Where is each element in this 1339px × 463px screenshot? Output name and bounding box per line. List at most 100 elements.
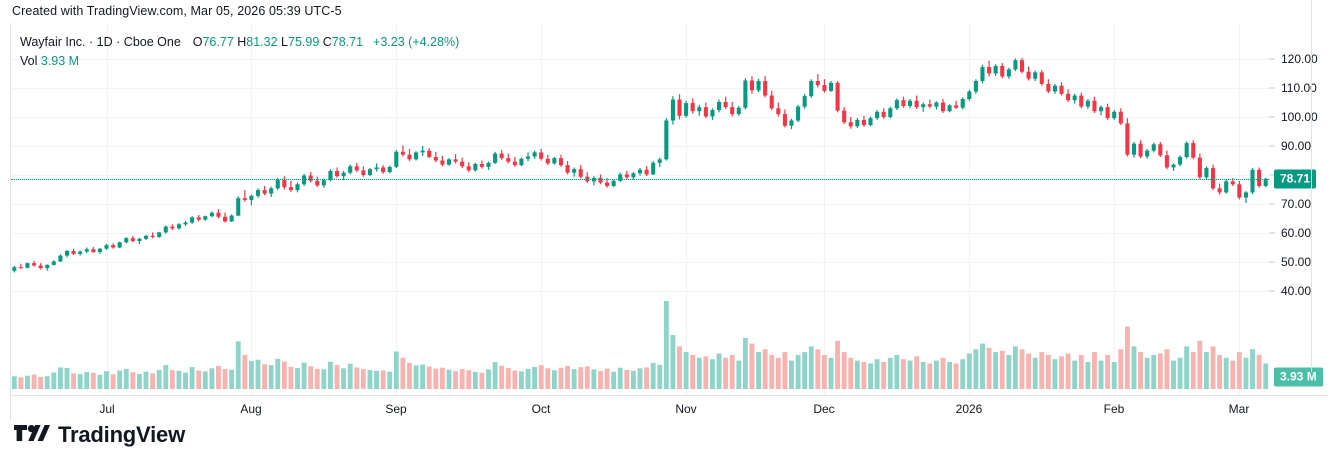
- candle-body: [269, 188, 274, 194]
- volume-bar: [1138, 352, 1143, 389]
- candle-body: [486, 162, 491, 167]
- candle-body: [1217, 188, 1222, 193]
- candle-body: [150, 235, 155, 238]
- current-volume-badge[interactable]: 3.93 M: [1274, 367, 1323, 387]
- volume-bar: [907, 360, 913, 389]
- candle-body: [361, 170, 366, 175]
- volume-bar: [1052, 359, 1058, 389]
- volume-bar: [1230, 360, 1236, 389]
- candle-wick: [152, 232, 154, 239]
- candle-body: [525, 156, 531, 159]
- candle-body: [756, 81, 761, 91]
- current-price-badge[interactable]: 78.71: [1274, 169, 1317, 189]
- candle-body: [183, 222, 188, 225]
- volume-bar: [696, 357, 702, 389]
- candle-body: [97, 248, 102, 253]
- candle-body: [1112, 111, 1117, 119]
- candle-body: [908, 100, 913, 106]
- volume-bar: [314, 368, 320, 389]
- gridline-horizontal: [11, 262, 1269, 263]
- volume-bar: [762, 349, 768, 389]
- volume-bar: [479, 372, 485, 389]
- volume-bar: [538, 365, 544, 389]
- volume-bar: [196, 370, 202, 389]
- volume-bar: [861, 362, 867, 389]
- candle-body: [157, 232, 162, 238]
- time-axis-label: Dec: [813, 402, 835, 416]
- candle-body: [802, 96, 807, 107]
- chart-container[interactable]: 120.00110.00100.0090.0080.0070.0060.0050…: [10, 23, 1328, 395]
- volume-bar: [459, 369, 465, 389]
- candle-body: [861, 119, 866, 126]
- candle-body: [440, 160, 445, 165]
- volume-bar: [169, 370, 175, 389]
- candle-body: [822, 85, 827, 91]
- volume-bar: [117, 370, 123, 389]
- price-axis-label: 110.00: [1281, 81, 1317, 95]
- volume-bar: [887, 357, 893, 389]
- volume-bar: [433, 368, 439, 389]
- volume-bar: [828, 357, 834, 389]
- candle-body: [1052, 85, 1057, 92]
- candle-body: [1243, 192, 1248, 198]
- volume-bar: [1039, 352, 1045, 389]
- volume-bar: [980, 343, 985, 389]
- volume-bar: [644, 367, 650, 389]
- volume-bar: [1098, 360, 1104, 389]
- price-scale-axis[interactable]: 120.00110.00100.0090.0080.0070.0060.0050…: [1269, 23, 1329, 395]
- candle-body: [348, 166, 353, 173]
- candle-body: [117, 242, 122, 248]
- volume-bar: [328, 361, 333, 389]
- volume-bar: [387, 371, 393, 389]
- candle-body: [855, 119, 860, 127]
- candle-body: [466, 166, 471, 171]
- candle-body: [25, 263, 30, 268]
- volume-bar: [308, 366, 314, 389]
- attribution-text: Created with TradingView.com, Mar 05, 20…: [12, 4, 342, 18]
- candle-body: [1105, 107, 1110, 119]
- candle-body: [980, 67, 985, 82]
- current-price-line: [11, 178, 1269, 180]
- candle-body: [1145, 150, 1150, 157]
- candle-body: [967, 91, 972, 100]
- volume-bar: [789, 360, 794, 389]
- time-axis-label: 2026: [955, 402, 983, 416]
- candle-body: [1197, 157, 1202, 178]
- candle-body: [934, 102, 939, 107]
- candle-body: [1263, 178, 1268, 187]
- volume-bar: [604, 368, 610, 389]
- candle-body: [78, 251, 83, 254]
- volume-bar: [505, 367, 511, 389]
- gridline-horizontal: [11, 88, 1269, 89]
- candle-body: [262, 190, 267, 194]
- volume-bar: [1217, 354, 1223, 389]
- volume-bar: [97, 374, 103, 389]
- candle-body: [229, 215, 234, 222]
- candle-wick: [955, 100, 957, 109]
- time-axis-label: Nov: [675, 402, 697, 416]
- candle-body: [670, 99, 675, 121]
- volume-bar: [104, 371, 109, 389]
- candle-body: [1006, 69, 1011, 77]
- candle-body: [64, 250, 70, 256]
- volume-bar: [1144, 357, 1150, 389]
- candle-body: [644, 169, 649, 175]
- candle-body: [45, 264, 50, 269]
- tradingview-logo[interactable]: TradingView: [14, 424, 185, 446]
- volume-bar: [1012, 346, 1018, 389]
- candle-body: [446, 159, 452, 165]
- price-axis-label: 90.00: [1281, 139, 1312, 153]
- time-scale-axis[interactable]: Jul Aug Sep Oct Nov Dec 2026 Feb Mar: [10, 395, 1328, 421]
- volume-bar: [953, 363, 959, 389]
- price-plot-area[interactable]: [11, 23, 1269, 395]
- candle-body: [973, 81, 978, 92]
- candle-body: [18, 267, 23, 269]
- volume-bar: [1078, 354, 1084, 389]
- candle-body: [736, 107, 741, 115]
- candlestick-series: [11, 57, 1269, 389]
- candle-body: [796, 106, 801, 121]
- volume-bar: [802, 352, 808, 389]
- candle-body: [209, 212, 214, 217]
- candle-body: [111, 245, 116, 248]
- volume-bar: [216, 366, 221, 389]
